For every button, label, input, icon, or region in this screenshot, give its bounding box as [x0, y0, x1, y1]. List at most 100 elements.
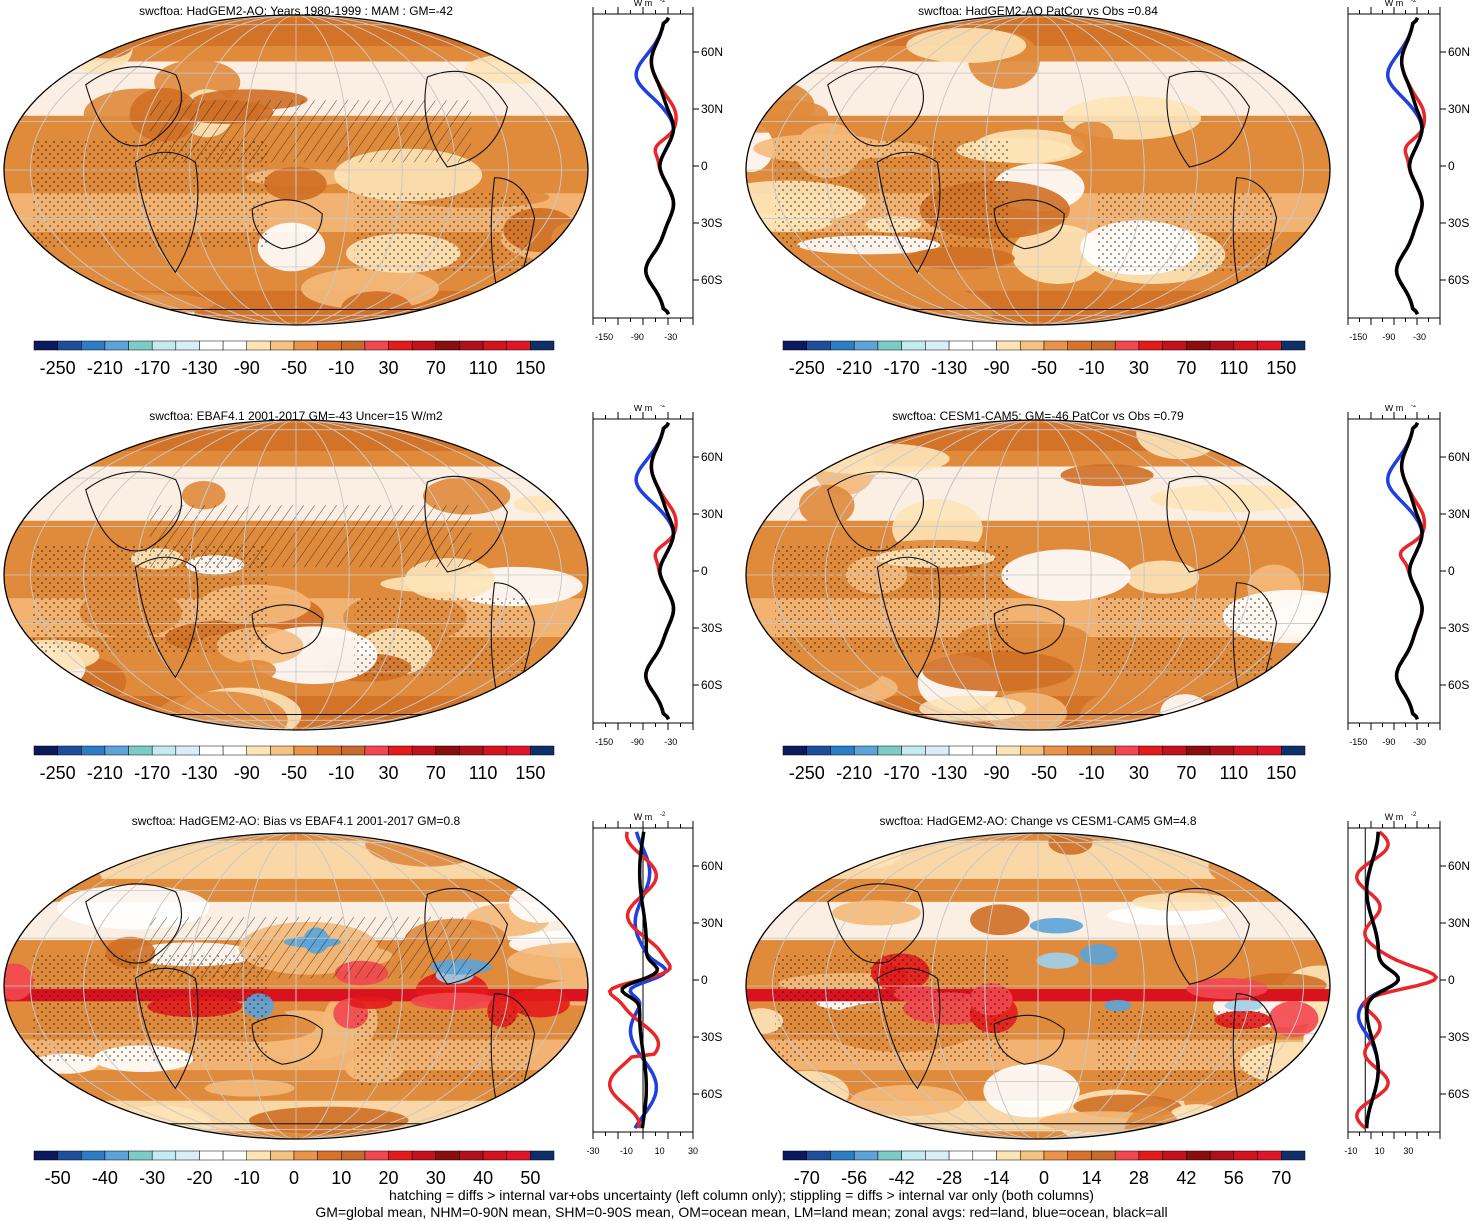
zonal-curve-all	[644, 421, 676, 721]
colorbar-swatch	[317, 745, 342, 756]
colorbar-swatch	[175, 340, 200, 351]
map	[4, 833, 588, 1139]
colorbar-swatch	[1233, 1150, 1258, 1161]
colorbar-label: -50	[281, 358, 307, 378]
colorbar-label: 30	[1129, 763, 1149, 783]
colorbar-label: -40	[92, 1168, 118, 1188]
colorbar-label: -170	[134, 358, 170, 378]
panel-obs-climatology: swcftoa: EBAF4.1 2001-2017 GM=-43 Uncer=…	[0, 403, 740, 810]
zonal-lat-label: 0	[1448, 564, 1455, 578]
colorbar-swatch	[877, 1150, 902, 1161]
zonal-x-tick-label: 30	[688, 1146, 698, 1156]
colorbar-label: 70	[1271, 1168, 1291, 1188]
colorbar-swatch	[996, 745, 1021, 756]
panel-title: swcftoa: HadGEM2-AO PatCor vs Obs =0.84	[918, 4, 1158, 18]
zonal-x-tick-label: -30	[664, 737, 677, 747]
colorbar-swatch	[151, 1150, 177, 1161]
zonal-x-tick-label: -10	[1344, 1146, 1357, 1156]
colorbar-swatch	[996, 340, 1021, 351]
colorbar-swatch	[364, 1150, 389, 1161]
colorbar-swatch	[1043, 1150, 1068, 1161]
colorbar-swatch	[1257, 1150, 1282, 1161]
colorbar-swatch	[388, 340, 413, 351]
colorbar-label: -250	[40, 358, 76, 378]
colorbar-swatch	[459, 1150, 484, 1161]
zonal-lat-label: 60S	[701, 678, 722, 692]
colorbar-swatch	[104, 745, 129, 756]
zonal-lat-label: 60N	[1448, 45, 1470, 59]
colorbar-swatch	[293, 745, 318, 756]
colorbar-swatch	[1186, 340, 1211, 351]
colorbar-swatch	[33, 745, 58, 756]
footer-note-hatching: hatching = diffs > internal var+obs unce…	[389, 1187, 1094, 1203]
colorbar-swatch	[506, 745, 531, 756]
colorbar-label: -250	[789, 763, 825, 783]
colorbar-label: -90	[984, 763, 1010, 783]
zonal-curve-all	[1364, 831, 1401, 1129]
zonal-unit-superscript: -2	[660, 0, 666, 4]
zonal-x-tick-label: -30	[1413, 332, 1426, 342]
colorbar-swatch	[530, 1150, 555, 1161]
colorbar-label: 30	[426, 1168, 446, 1188]
panel-canvas: swcftoa: CESM1-CAM5: GM=-46 PatCor vs Ob…	[745, 403, 1470, 783]
colorbar-swatch	[1091, 1150, 1116, 1161]
colorbar-swatch	[175, 1150, 200, 1161]
colorbar-swatch	[151, 340, 177, 351]
colorbar-swatch	[435, 1150, 460, 1161]
colorbar-label: -170	[884, 358, 920, 378]
colorbar-label: -170	[134, 763, 170, 783]
zonal-mean-axes	[1347, 827, 1441, 1133]
colorbar-label: -70	[794, 1168, 820, 1188]
zonal-unit-superscript: -2	[660, 812, 666, 818]
zonal-x-tick-label: 10	[1375, 1146, 1385, 1156]
panel-canvas: swcftoa: EBAF4.1 2001-2017 GM=-43 Uncer=…	[3, 403, 723, 783]
colorbar-label: -130	[931, 358, 967, 378]
zonal-x-tick-label: -30	[586, 1146, 599, 1156]
zonal-lat-label: 30N	[1448, 507, 1470, 521]
colorbar-label: -90	[984, 358, 1010, 378]
zonal-x-tick-label: -30	[1413, 737, 1426, 747]
colorbar-label: 150	[515, 358, 545, 378]
zonal-unit-label: W m	[1385, 812, 1404, 822]
zonal-lat-label: 60N	[701, 859, 723, 873]
colorbar-swatch	[1209, 340, 1235, 351]
colorbar-label: -50	[1031, 763, 1057, 783]
colorbar-label: -10	[1078, 358, 1104, 378]
zonal-curve-all	[1394, 421, 1424, 721]
colorbar-swatch	[948, 745, 974, 756]
colorbar-swatch	[317, 1150, 342, 1161]
panel-cesm-climatology: swcftoa: CESM1-CAM5: GM=-46 PatCor vs Ob…	[745, 403, 1483, 810]
zonal-unit-label: W m	[634, 812, 653, 822]
colorbar-swatch	[1162, 1150, 1187, 1161]
colorbar-label: -10	[234, 1168, 260, 1188]
colorbar-label: -28	[936, 1168, 962, 1188]
colorbar-swatch	[199, 745, 224, 756]
colorbar-label: 20	[379, 1168, 399, 1188]
colorbar-label: -50	[281, 763, 307, 783]
zonal-x-tick-label: -150	[595, 332, 613, 342]
zonal-unit-label: W m	[634, 0, 653, 8]
zonal-lat-label: 30N	[701, 102, 723, 116]
zonal-lat-label: 0	[701, 564, 708, 578]
colorbar-label: 56	[1224, 1168, 1244, 1188]
zonal-lat-label: 60N	[1448, 450, 1470, 464]
colorbar-swatch	[806, 340, 831, 351]
colorbar-label: -130	[931, 763, 967, 783]
zonal-lat-label: 30N	[1448, 916, 1470, 930]
zonal-curve-all	[620, 831, 660, 1129]
colorbar-swatch	[925, 1150, 950, 1161]
map	[746, 420, 1330, 730]
zonal-x-tick-label: -90	[631, 737, 644, 747]
colorbar-swatch	[411, 340, 437, 351]
colorbar-swatch	[1257, 745, 1282, 756]
colorbar-swatch	[1020, 1150, 1045, 1161]
colorbar-swatch	[388, 1150, 413, 1161]
zonal-lat-label: 60N	[701, 45, 723, 59]
colorbar-swatch	[1043, 745, 1068, 756]
panel-bias: swcftoa: HadGEM2-AO: Bias vs EBAF4.1 200…	[0, 810, 740, 1190]
zonal-curve-ocean	[1385, 16, 1424, 316]
colorbar-swatch	[925, 745, 950, 756]
colorbar-swatch	[246, 1150, 271, 1161]
colorbar-swatch	[482, 340, 507, 351]
colorbar-swatch	[972, 340, 997, 351]
